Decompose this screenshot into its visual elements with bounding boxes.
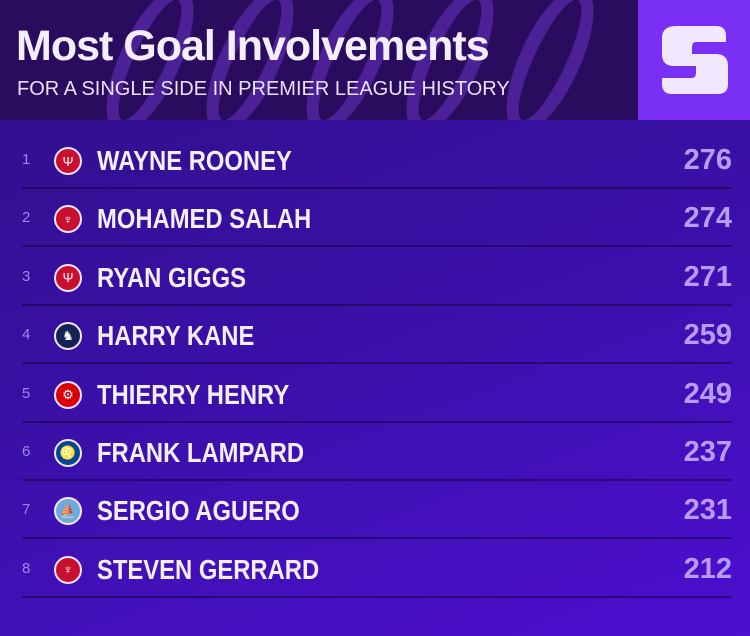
page-subtitle: FOR A SINGLE SIDE IN PREMIER LEAGUE HIST… <box>17 78 510 100</box>
table-row: 3 Ψ RYAN GIGGS 271 <box>22 248 732 306</box>
rank: 2 <box>22 209 31 227</box>
table-row: 6 ♌ FRANK LAMPARD 237 <box>22 423 732 481</box>
manchester-united-crest-icon: Ψ <box>54 147 82 175</box>
chelsea-crest-icon: ♌ <box>54 439 82 467</box>
manchester-united-crest-icon: Ψ <box>54 263 82 292</box>
player-name: STEVEN GERRARD <box>97 553 320 585</box>
liverpool-crest-icon: ♆ <box>54 555 82 584</box>
rank: 5 <box>22 384 31 402</box>
wave-decoration <box>489 0 611 120</box>
player-name: HARRY KANE <box>97 320 255 352</box>
brand-logo <box>638 0 750 120</box>
table-row: 2 ♆ MOHAMED SALAH 274 <box>22 189 732 248</box>
table-row: 4 ♞ HARRY KANE 259 <box>22 306 732 365</box>
goal-involvements-value: 249 <box>683 377 732 410</box>
goal-involvements-value: 274 <box>683 202 732 235</box>
goal-involvements-value: 271 <box>683 260 732 293</box>
rank: 8 <box>22 559 31 577</box>
table-row: 7 ⛵ SERGIO AGUERO 231 <box>22 481 732 540</box>
page-title: Most Goal Involvements <box>16 22 490 70</box>
goal-involvements-value: 276 <box>683 144 732 176</box>
player-name: SERGIO AGUERO <box>97 495 300 527</box>
rank: 6 <box>22 443 31 460</box>
manchester-city-crest-icon: ⛵ <box>54 497 82 526</box>
table-row: 5 ⚙ THIERRY HENRY 249 <box>22 365 732 423</box>
rank: 3 <box>22 267 31 285</box>
rank: 7 <box>22 501 31 519</box>
goal-involvements-value: 212 <box>683 552 732 585</box>
player-name: FRANK LAMPARD <box>97 437 305 468</box>
player-name: RYAN GIGGS <box>97 261 247 293</box>
player-name: MOHAMED SALAH <box>97 203 312 235</box>
goal-involvements-value: 231 <box>683 494 732 527</box>
s-logo-icon <box>662 26 728 94</box>
player-name: WAYNE ROONEY <box>97 145 292 176</box>
arsenal-crest-icon: ⚙ <box>54 380 82 409</box>
rank: 1 <box>22 151 31 168</box>
table-row: 1 Ψ WAYNE ROONEY 276 <box>22 131 732 189</box>
table-row: 8 ♆ STEVEN GERRARD 212 <box>22 540 732 598</box>
header: Most Goal Involvements FOR A SINGLE SIDE… <box>0 0 750 120</box>
liverpool-crest-icon: ♆ <box>54 205 82 234</box>
tottenham-crest-icon: ♞ <box>54 322 82 351</box>
goal-involvements-value: 259 <box>683 319 732 352</box>
player-name: THIERRY HENRY <box>97 378 290 410</box>
goal-involvements-value: 237 <box>683 436 732 468</box>
rank: 4 <box>22 326 31 344</box>
